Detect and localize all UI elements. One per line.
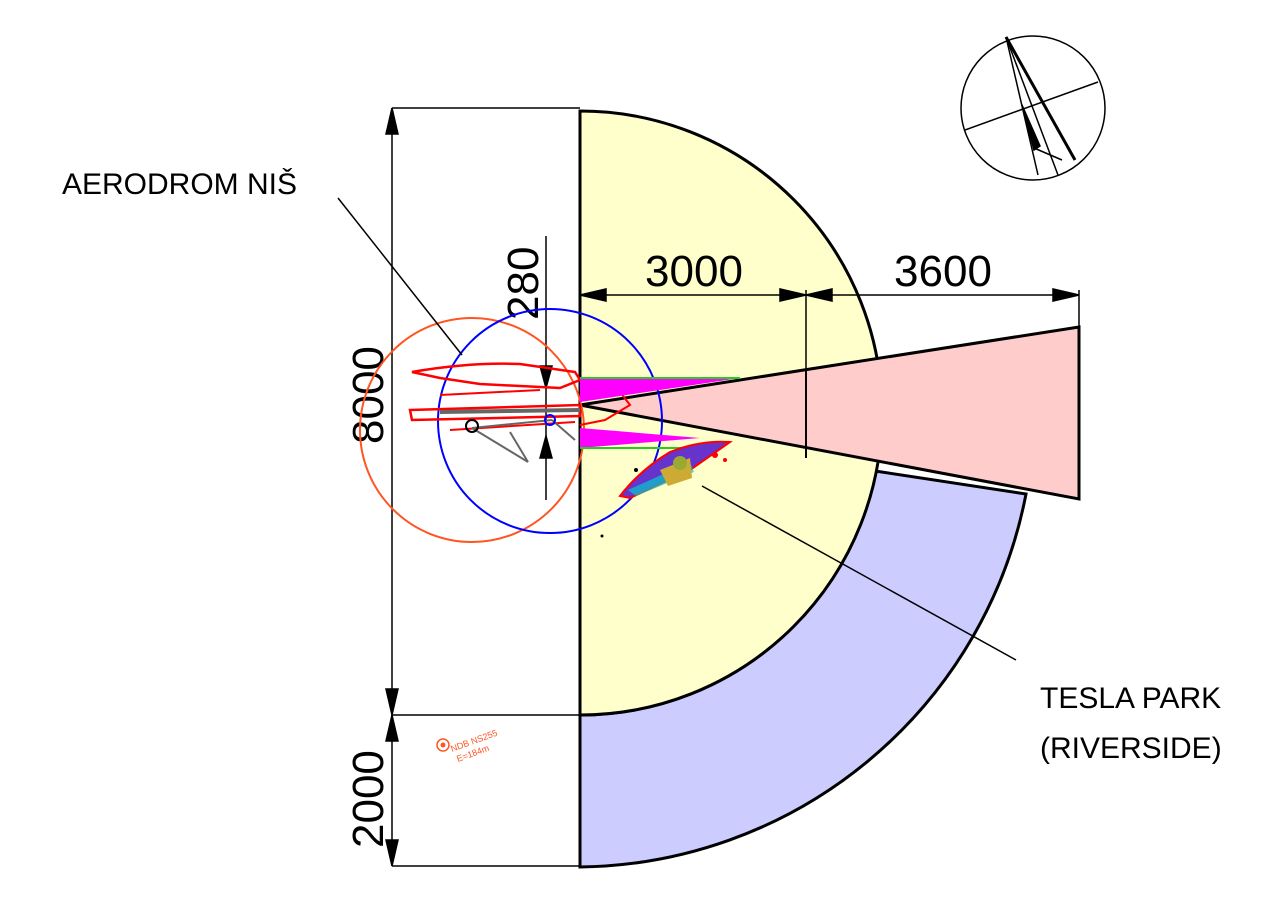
airport-layout <box>408 362 632 463</box>
vor-range-circle <box>437 308 663 534</box>
aerodrome-leader-line <box>337 197 463 356</box>
ndb-marker <box>436 738 450 752</box>
tesla-park-label: TESLA PARK <box>1040 682 1221 715</box>
dimension-label-3000: 3000 <box>645 247 743 296</box>
dimension-2000 <box>385 714 580 867</box>
aerodrome-label: AERODROM NIŠ <box>62 167 297 201</box>
ndb-range-circle <box>359 317 585 543</box>
dimension-3000-3600 <box>579 288 1080 372</box>
dimension-label-2000: 2000 <box>344 750 393 848</box>
dimension-label-280: 280 <box>499 247 548 320</box>
tesla-park-footprint <box>600 440 733 538</box>
tesla-leader-line <box>701 485 1017 661</box>
tesla-park-sublabel: (RIVERSIDE) <box>1040 732 1222 765</box>
north-arrow-icon <box>960 35 1106 181</box>
dimension-8000 <box>385 107 580 716</box>
dimension-label-8000: 8000 <box>344 346 393 444</box>
approach-area-south <box>580 428 700 448</box>
approach-wedge <box>579 325 1081 501</box>
approach-area-north <box>580 378 740 402</box>
dimension-label-3600: 3600 <box>894 247 992 296</box>
